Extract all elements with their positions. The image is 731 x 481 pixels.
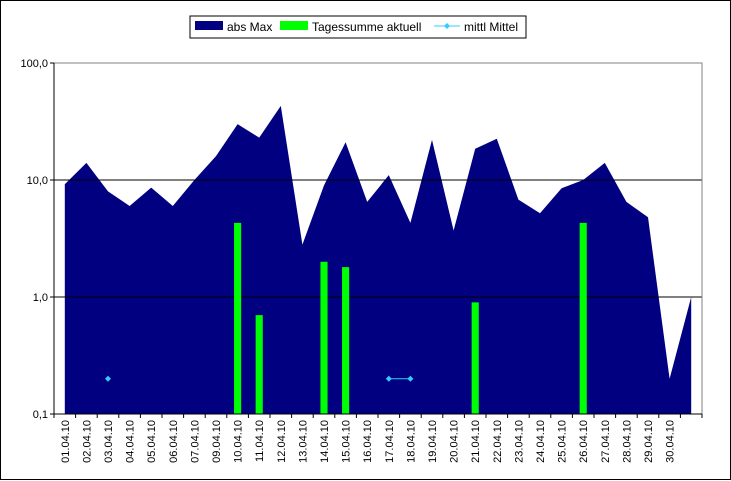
x-tick-label: 07.04.10 [189, 420, 201, 463]
x-tick-label: 28.04.10 [621, 420, 633, 463]
x-tick-label: 12.04.10 [276, 420, 288, 463]
x-tick-label: 21.04.10 [470, 420, 482, 463]
x-tick-label: 01.04.10 [60, 420, 72, 463]
x-tick-label: 05.04.10 [146, 420, 158, 463]
x-tick-label: 25.04.10 [557, 420, 569, 463]
legend-swatch-tagessumme [280, 21, 308, 30]
plot-area: 0,1 1,0 10,0 100,0 01.04.10 02.04.10 03.04.10 0… [20, 58, 703, 463]
y-tick-label: 0,1 [33, 409, 48, 421]
marker-mittl-mittel [407, 375, 414, 382]
y-tick-label: 1,0 [33, 292, 48, 304]
x-tick-label: 09.04.10 [211, 420, 223, 463]
marker-mittl-mittel [385, 375, 392, 382]
marker-mittl-mittel [105, 375, 111, 382]
x-tick-label: 29.04.10 [643, 420, 655, 463]
bar-tagessumme [579, 222, 587, 414]
legend-label-abs-max: abs Max [227, 20, 272, 34]
bar-tagessumme [255, 315, 263, 414]
x-tick-label: 27.04.10 [600, 420, 612, 463]
x-tick-label: 04.04.10 [125, 420, 137, 463]
x-tick-label: 10.04.10 [233, 420, 245, 463]
x-tick-label: 23.04.10 [513, 420, 525, 463]
bar-tagessumme [234, 222, 242, 414]
x-tick-label: 15.04.10 [341, 420, 353, 463]
x-tick-label: 17.04.10 [384, 420, 396, 463]
x-tick-label: 03.04.10 [103, 420, 115, 463]
x-tick-label: 26.04.10 [578, 420, 590, 463]
x-tick-label: 14.04.10 [319, 420, 331, 463]
x-tick-label: 19.04.10 [427, 420, 439, 463]
legend-swatch-abs-max [195, 21, 223, 30]
legend-label-mittl-mittel: mittl Mittel [464, 20, 518, 34]
legend-marker-mittl-mittel [444, 23, 450, 29]
x-tick-label: 24.04.10 [535, 420, 547, 463]
x-tick-label: 02.04.10 [81, 420, 93, 463]
series-abs-max-area [64, 105, 692, 415]
x-tick-label: 16.04.10 [362, 420, 374, 463]
y-tick-label: 10,0 [27, 175, 48, 187]
bar-tagessumme [320, 261, 328, 414]
x-tick-label: 13.04.10 [297, 420, 309, 463]
x-tick-label: 18.04.10 [405, 420, 417, 463]
x-tick-label: 11.04.10 [254, 420, 266, 462]
legend-label-tagessumme: Tagessumme aktuell [312, 20, 421, 34]
x-tick-label: 30.04.10 [665, 420, 677, 463]
y-tick-label: 100,0 [20, 58, 48, 70]
bar-tagessumme [342, 267, 350, 414]
legend: abs Max Tagessumme aktuell mittl Mittel [189, 15, 527, 39]
bar-tagessumme [471, 302, 479, 414]
x-tick-label: 20.04.10 [449, 420, 461, 463]
x-tick-label: 06.04.10 [168, 420, 180, 463]
x-tick-label: 22.04.10 [492, 420, 504, 463]
